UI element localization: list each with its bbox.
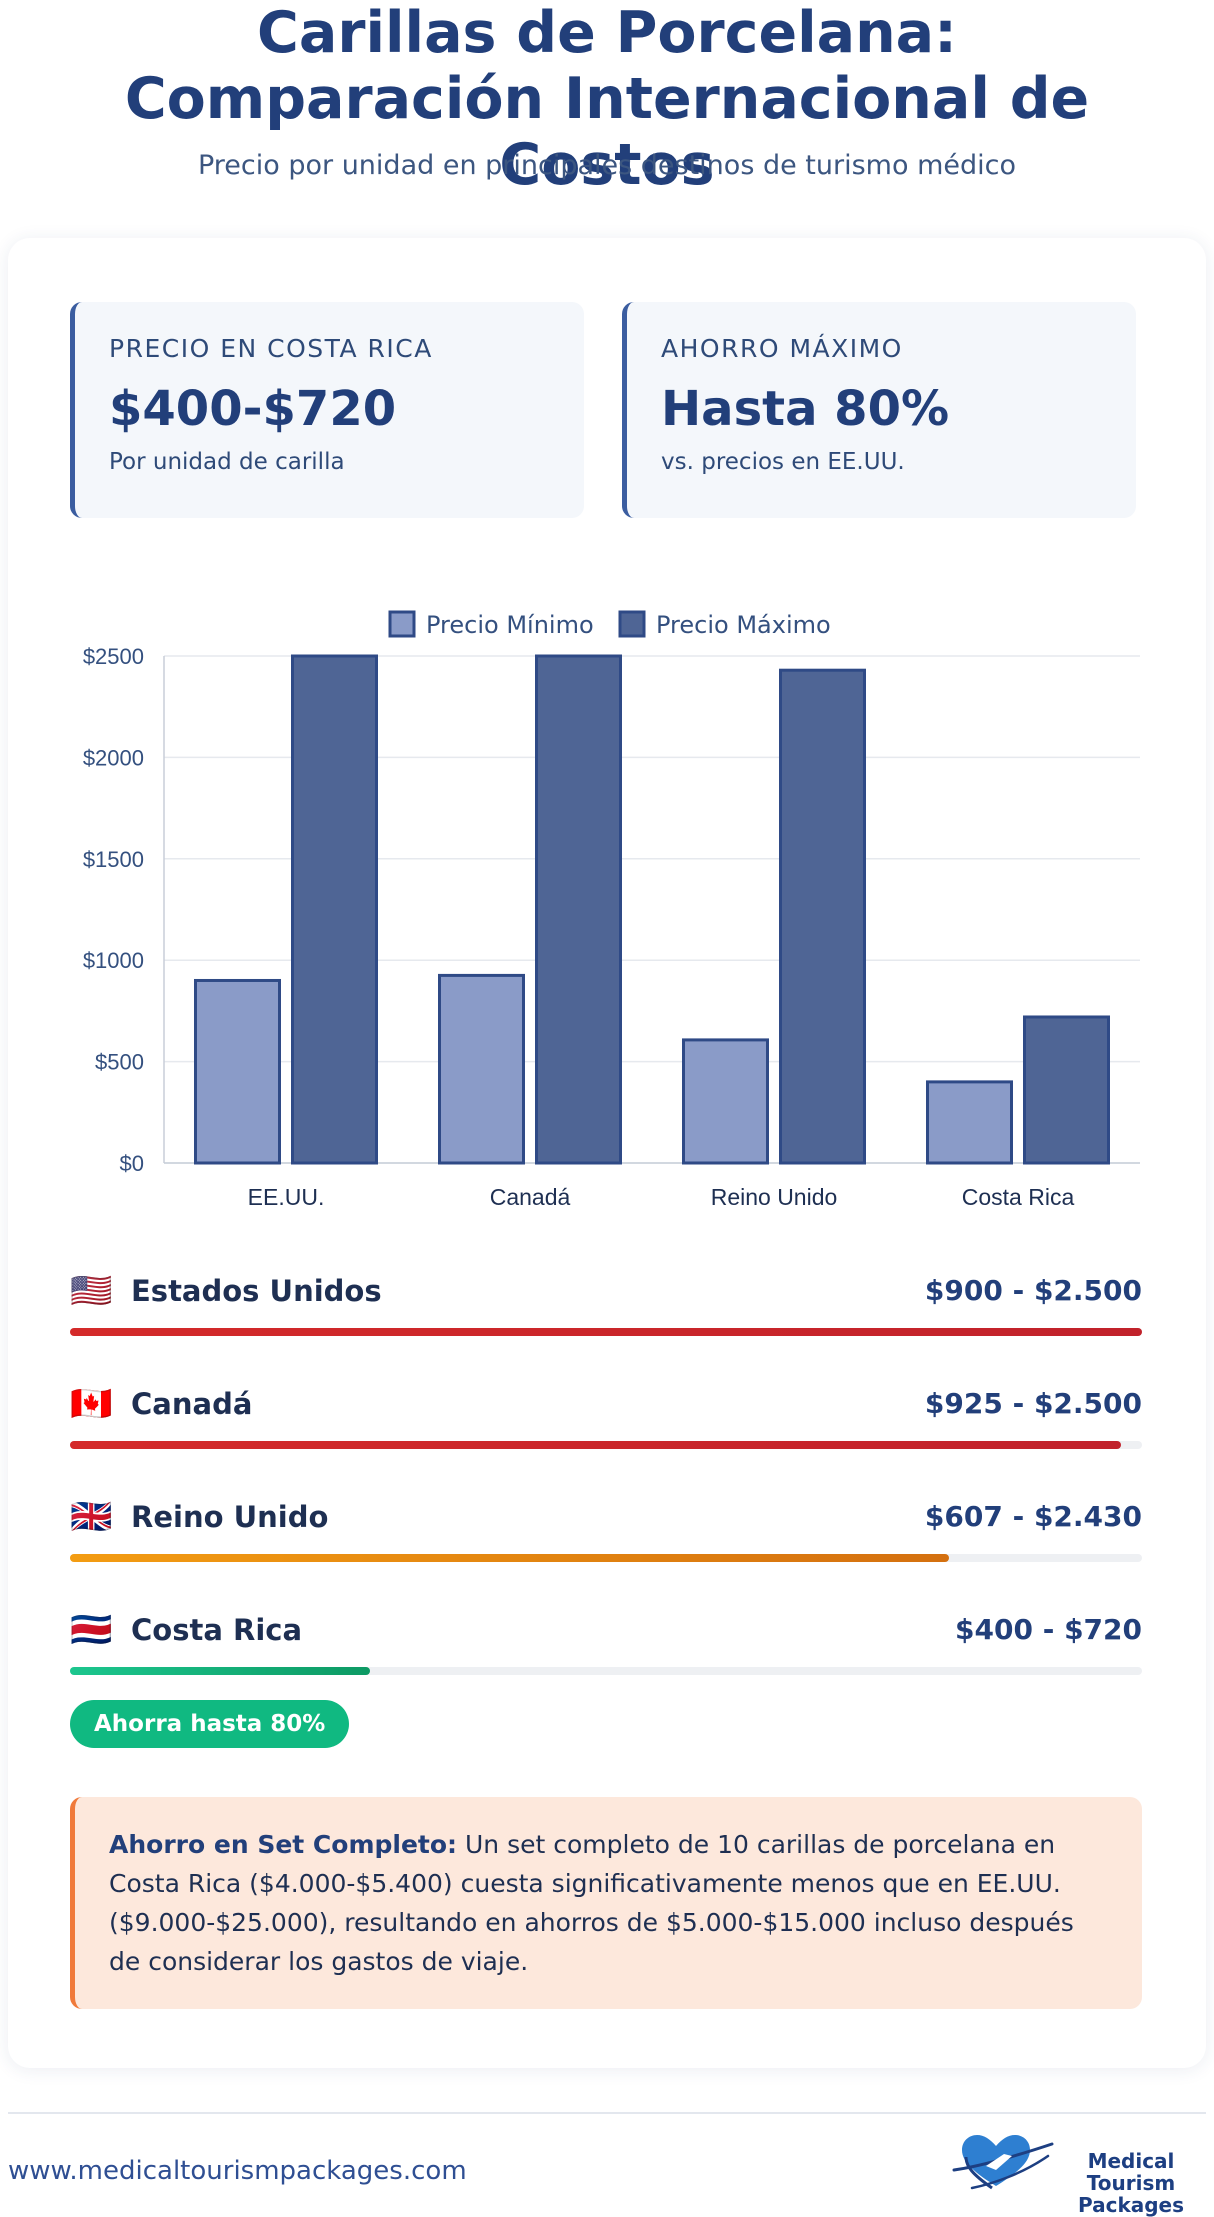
stat-label: PRECIO EN COSTA RICA xyxy=(109,334,433,363)
price-range: $925 - $2.500 xyxy=(924,1387,1142,1420)
bar-max xyxy=(779,668,866,1165)
bar-min xyxy=(682,1038,769,1165)
legend-swatch xyxy=(618,610,646,638)
bar-max xyxy=(1023,1015,1110,1165)
footer-divider xyxy=(8,2112,1206,2114)
stat-card-costa-rica-price: PRECIO EN COSTA RICA $400-$720 Por unida… xyxy=(70,302,584,518)
logo-line-2: Packages xyxy=(1077,2193,1185,2217)
price-bar-chart: $0 $500 $1000 $1500 $2000 $2500 EE.UU. Canadá Re… xyxy=(83,610,1140,1210)
x-tick-label: Reino Unido xyxy=(711,1184,838,1210)
bar-min xyxy=(926,1080,1013,1165)
flag-usa-icon: 🇺🇸 xyxy=(70,1271,113,1311)
price-bar-fill xyxy=(70,1328,1142,1336)
logo-text: Medical Tourism Packages xyxy=(1056,2150,1206,2216)
savings-note: Ahorro en Set Completo: Un set completo … xyxy=(70,1797,1142,2009)
country-name: Reino Unido xyxy=(131,1500,329,1534)
price-bar-track xyxy=(70,1667,1142,1675)
y-tick-label: $500 xyxy=(95,1050,144,1075)
price-bar-fill xyxy=(70,1441,1121,1449)
note-lead: Ahorro en Set Completo: xyxy=(109,1830,458,1859)
country-name: Costa Rica xyxy=(131,1613,303,1647)
x-tick-label: Canadá xyxy=(490,1184,571,1210)
stat-card-max-savings: AHORRO MÁXIMO Hasta 80% vs. precios en E… xyxy=(622,302,1136,518)
y-tick-label: $1000 xyxy=(83,948,144,973)
price-range: $607 - $2.430 xyxy=(924,1500,1142,1533)
price-bar-track xyxy=(70,1328,1142,1336)
stat-note: vs. precios en EE.UU. xyxy=(661,449,905,475)
legend-swatch xyxy=(388,610,416,638)
legend-label: Precio Máximo xyxy=(656,611,831,639)
website-link[interactable]: www.medicaltourismpackages.com xyxy=(8,2156,467,2186)
stat-note: Por unidad de carilla xyxy=(109,449,345,475)
price-row-usa: 🇺🇸 Estados Unidos $900 - $2.500 xyxy=(70,1270,1142,1340)
price-bar-track xyxy=(70,1441,1142,1449)
heart-plane-icon xyxy=(952,2135,1054,2190)
price-row-costa-rica: 🇨🇷 Costa Rica $400 - $720 xyxy=(70,1609,1142,1679)
price-range: $400 - $720 xyxy=(955,1613,1142,1646)
price-bar-fill xyxy=(70,1554,950,1562)
note-text: Un set completo de 10 carillas de porcel… xyxy=(109,1830,1074,1976)
stat-label: AHORRO MÁXIMO xyxy=(661,334,903,363)
y-tick-label: $2500 xyxy=(83,644,144,669)
bar-max xyxy=(291,654,378,1165)
y-tick-label: $2000 xyxy=(83,745,144,770)
country-name: Canadá xyxy=(131,1387,253,1421)
savings-badge: Ahorra hasta 80% xyxy=(70,1700,350,1748)
y-tick-label: $0 xyxy=(120,1151,144,1176)
price-row-canada: 🇨🇦 Canadá $925 - $2.500 xyxy=(70,1383,1142,1453)
bar-max xyxy=(535,654,622,1165)
x-tick-label: EE.UU. xyxy=(248,1184,325,1210)
page-subtitle: Precio por unidad en principales destino… xyxy=(197,150,1016,181)
stat-value: $400-$720 xyxy=(109,381,397,437)
price-row-uk: 🇬🇧 Reino Unido $607 - $2.430 xyxy=(70,1496,1142,1566)
stat-value: Hasta 80% xyxy=(661,381,950,437)
logo-line-1: Medical Tourism xyxy=(1086,2149,1176,2195)
x-tick-label: Costa Rica xyxy=(962,1184,1075,1210)
legend-label: Precio Mínimo xyxy=(426,611,594,639)
price-bar-fill xyxy=(70,1667,371,1675)
flag-costa-rica-icon: 🇨🇷 xyxy=(70,1610,113,1650)
brand-logo[interactable]: Medical Tourism Packages xyxy=(952,2130,1210,2216)
bar-min xyxy=(194,978,281,1165)
flag-uk-icon: 🇬🇧 xyxy=(70,1497,113,1537)
price-bar-track xyxy=(70,1554,1142,1562)
price-range: $900 - $2.500 xyxy=(924,1274,1142,1307)
bar-min xyxy=(438,973,525,1165)
y-tick-label: $1500 xyxy=(83,847,144,872)
page-title: Carillas de Porcelana: Comparación Inter… xyxy=(124,0,1090,198)
flag-canada-icon: 🇨🇦 xyxy=(70,1384,113,1424)
country-name: Estados Unidos xyxy=(131,1274,382,1308)
